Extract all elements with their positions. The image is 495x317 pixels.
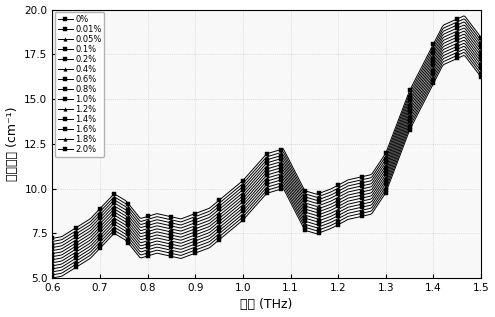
X-axis label: 频率 (THz): 频率 (THz) — [241, 298, 293, 311]
Legend: 0%, 0.01%, 0.05%, 0.1%, 0.2%, 0.4%, 0.6%, 0.8%, 1.0%, 1.2%, 1.4%, 1.6%, 1.8%, 2.: 0%, 0.01%, 0.05%, 0.1%, 0.2%, 0.4%, 0.6%… — [55, 12, 104, 157]
Y-axis label: 吸收系数 (cm⁻¹): 吸收系数 (cm⁻¹) — [5, 107, 18, 181]
